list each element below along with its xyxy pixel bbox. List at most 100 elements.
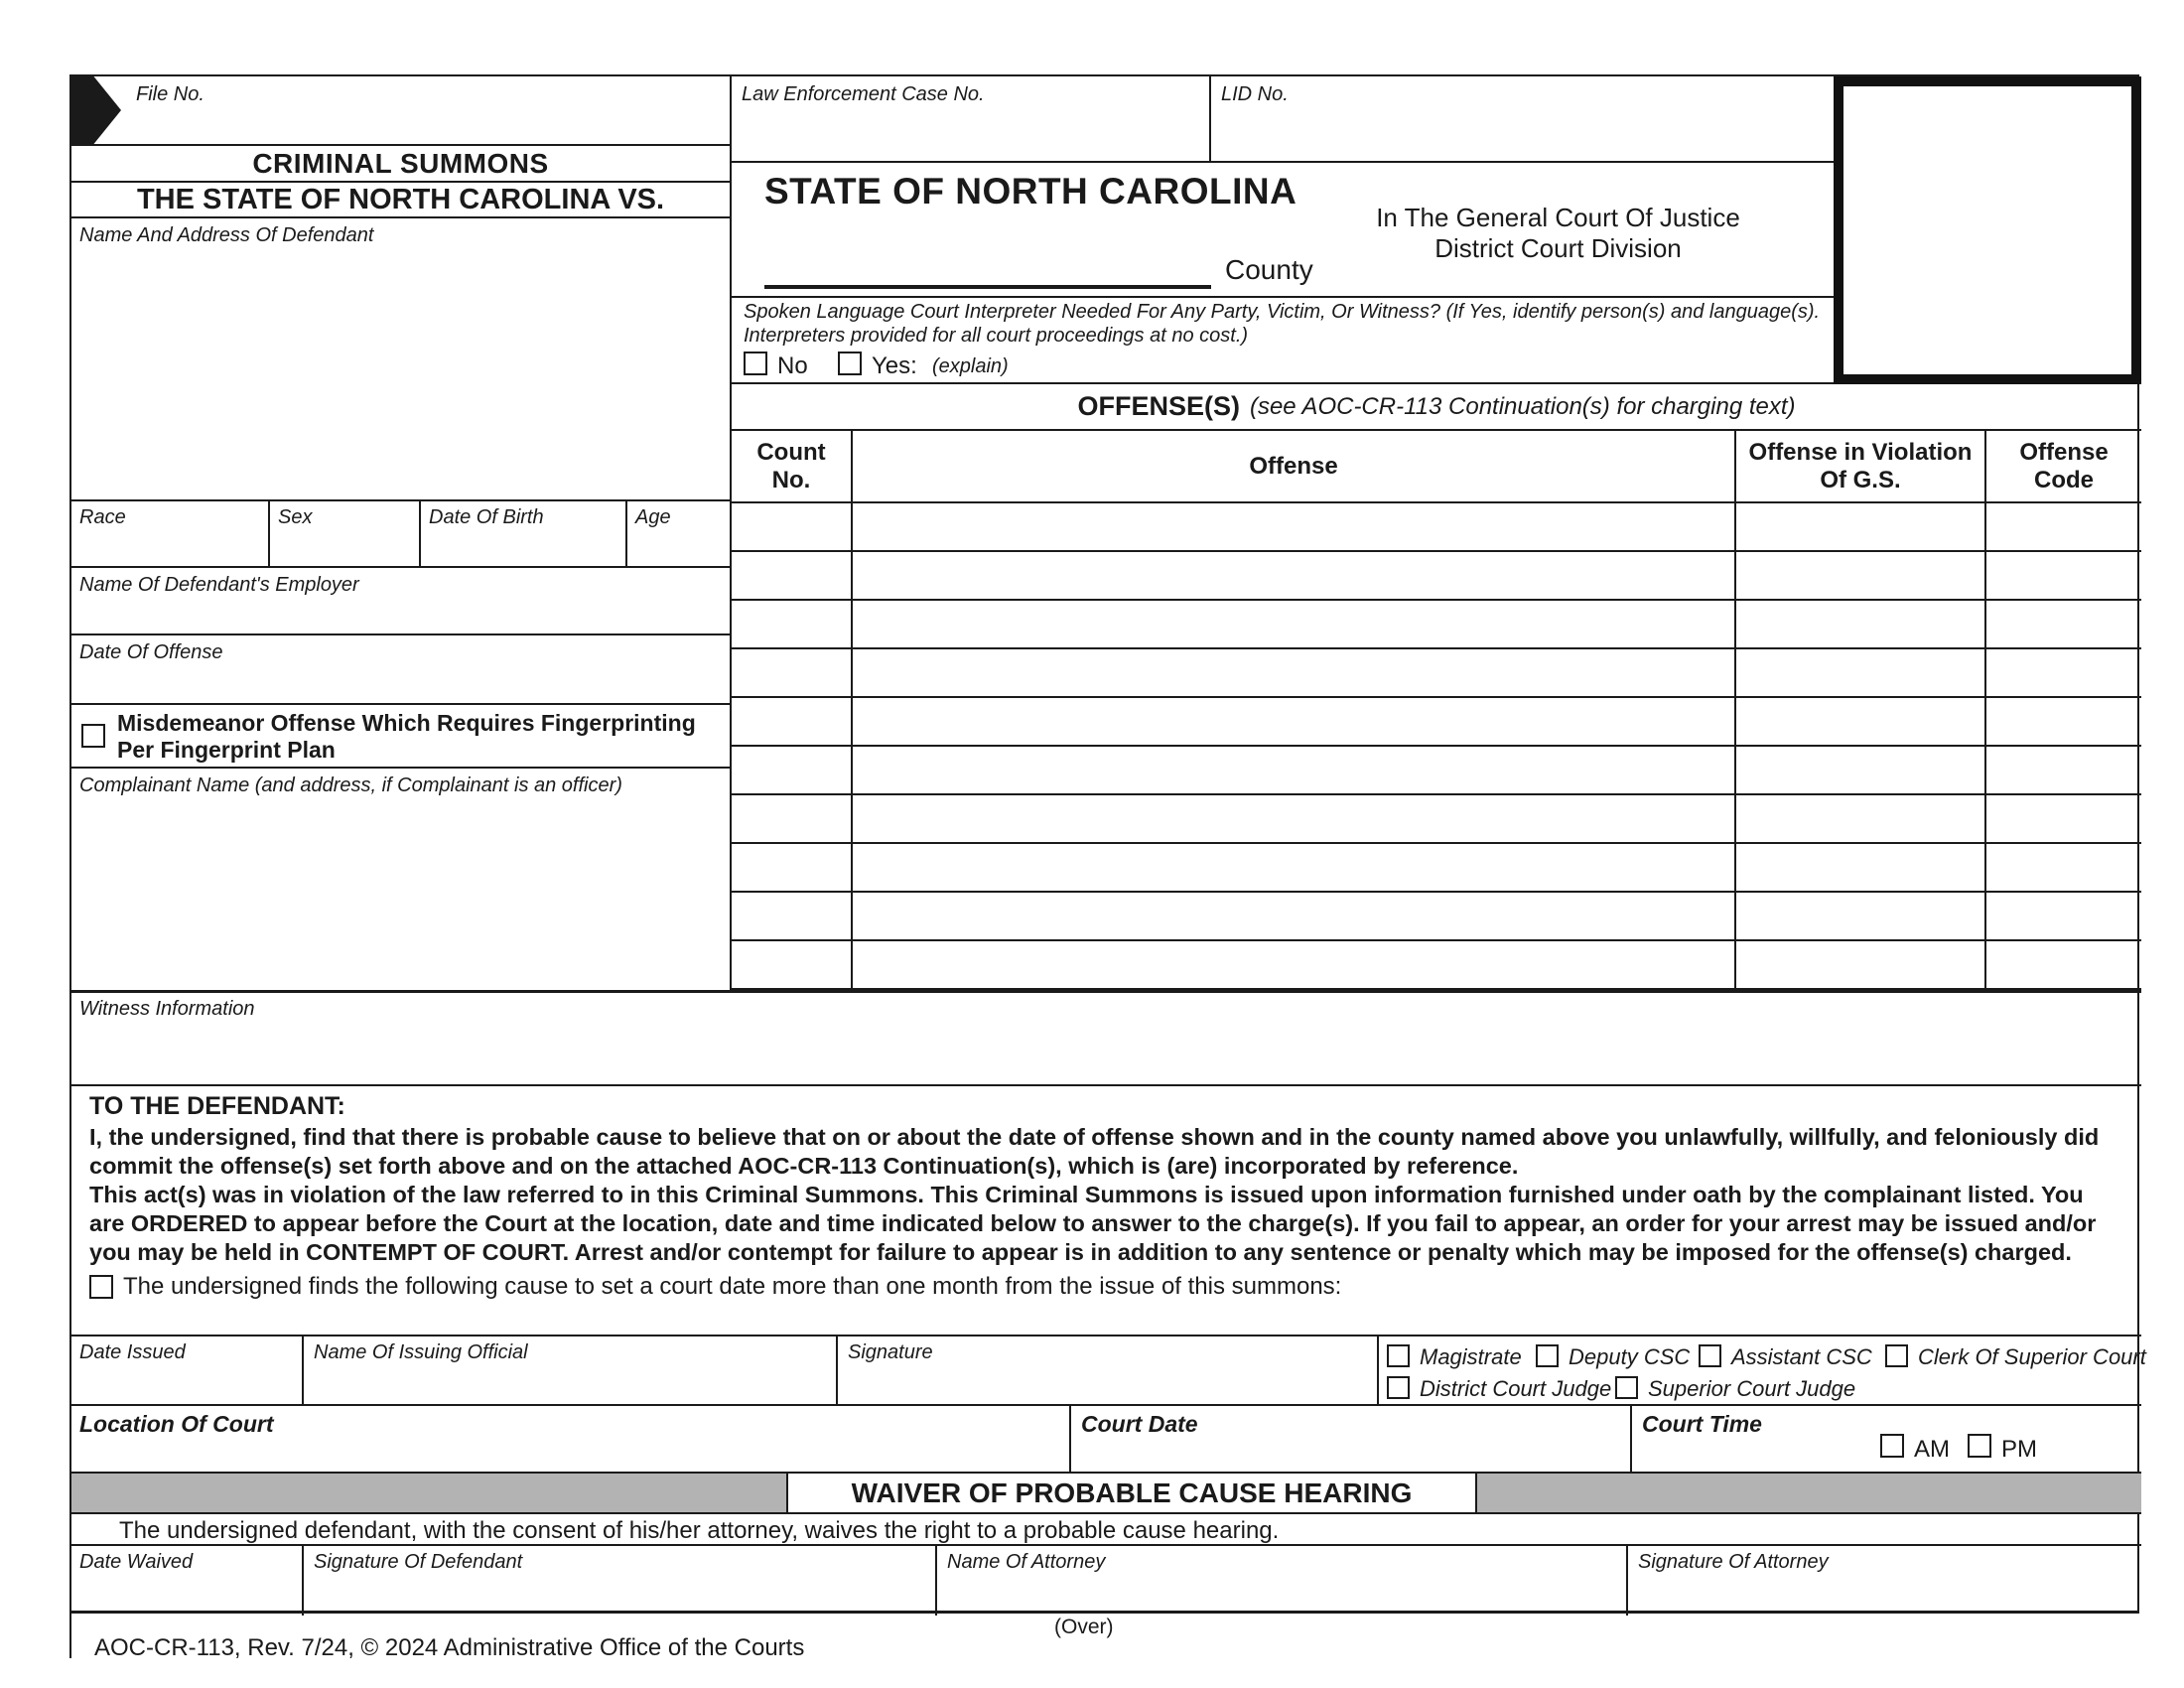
county-input-line[interactable] — [764, 285, 1211, 289]
clerk-of-superior-court-checkbox[interactable] — [1885, 1344, 1908, 1367]
offense-cell-gs[interactable] — [1734, 698, 1984, 745]
lid-field[interactable]: LID No. — [1211, 76, 1834, 163]
offense-cell-text[interactable] — [851, 698, 1734, 745]
col-count-header: Count No. — [756, 438, 826, 493]
offense-cell-text[interactable] — [851, 893, 1734, 939]
employer-field[interactable]: Name Of Defendant's Employer — [71, 568, 732, 635]
offense-cell-code[interactable] — [1984, 552, 2141, 599]
offense-cell-gs[interactable] — [1734, 893, 1984, 939]
fingerprint-label: Misdemeanor Offense Which Requires Finge… — [117, 710, 696, 763]
superior-court-judge-checkbox[interactable] — [1615, 1376, 1638, 1399]
assistant-csc-checkbox[interactable] — [1699, 1344, 1721, 1367]
issuing-official-field[interactable]: Name Of Issuing Official — [302, 1336, 836, 1404]
waiver-title-box: WAIVER OF PROBABLE CAUSE HEARING — [786, 1474, 1477, 1512]
offense-cell-code[interactable] — [1984, 941, 2141, 988]
pm-checkbox[interactable] — [1968, 1434, 1991, 1458]
date-issued-field[interactable]: Date Issued — [71, 1336, 302, 1404]
am-checkbox[interactable] — [1880, 1434, 1904, 1458]
official-type-options: Magistrate Deputy CSC Assistant CSC Clerk O… — [1377, 1336, 2146, 1404]
offense-cell-gs[interactable] — [1734, 747, 1984, 793]
age-field[interactable]: Age — [625, 501, 732, 566]
offense-cell-code[interactable] — [1984, 747, 2141, 793]
offenses-title-row: OFFENSE(S) (see AOC-CR-113 Continuation(… — [732, 384, 2141, 431]
offense-cell-code[interactable] — [1984, 795, 2141, 842]
issuing-official-label: Name Of Issuing Official — [314, 1341, 528, 1363]
defendant-address-label: Name And Address Of Defendant — [79, 224, 374, 246]
offense-table-row — [732, 503, 2141, 552]
offense-cell-count[interactable] — [732, 941, 851, 988]
dob-field[interactable]: Date Of Birth — [419, 501, 625, 566]
offense-cell-text[interactable] — [851, 844, 1734, 891]
interpreter-no-checkbox[interactable] — [744, 352, 767, 375]
offense-cell-text[interactable] — [851, 941, 1734, 988]
offense-cell-code[interactable] — [1984, 503, 2141, 550]
offense-cell-text[interactable] — [851, 552, 1734, 599]
offense-cell-count[interactable] — [732, 795, 851, 842]
defendant-signature-field[interactable]: Signature Of Defendant — [302, 1546, 935, 1616]
to-defendant-heading: TO THE DEFENDANT: — [89, 1092, 345, 1120]
law-case-field[interactable]: Law Enforcement Case No. — [732, 76, 1211, 163]
court-date-cause-checkbox[interactable] — [89, 1275, 113, 1299]
offense-cell-text[interactable] — [851, 795, 1734, 842]
attorney-name-field[interactable]: Name Of Attorney — [935, 1546, 1626, 1616]
offense-cell-gs[interactable] — [1734, 795, 1984, 842]
offense-cell-text[interactable] — [851, 601, 1734, 647]
complainant-field[interactable]: Complainant Name (and address, if Compla… — [71, 769, 732, 990]
offense-cell-count[interactable] — [732, 747, 851, 793]
court-date-field[interactable]: Court Date — [1069, 1406, 1630, 1472]
official-type-row1: Magistrate Deputy CSC Assistant CSC Clerk O… — [1379, 1344, 2146, 1370]
offense-cell-code[interactable] — [1984, 649, 2141, 696]
offense-table-row — [732, 649, 2141, 698]
offense-cell-gs[interactable] — [1734, 649, 1984, 696]
offense-cell-code[interactable] — [1984, 698, 2141, 745]
witness-field[interactable]: Witness Information — [71, 990, 2141, 1084]
date-waived-field[interactable]: Date Waived — [71, 1546, 302, 1616]
interpreter-no-label: No — [777, 352, 808, 379]
offense-cell-gs[interactable] — [1734, 844, 1984, 891]
state-header: STATE OF NORTH CAROLINA County In The Ge… — [732, 163, 1834, 298]
form-body: File No. CRIMINAL SUMMONS THE STATE OF N… — [69, 74, 2146, 1616]
offense-cell-gs[interactable] — [1734, 503, 1984, 550]
offense-cell-count[interactable] — [732, 893, 851, 939]
form-id-footer: AOC-CR-113, Rev. 7/24, © 2024 Administra… — [94, 1634, 805, 1661]
fingerprint-checkbox[interactable] — [81, 724, 105, 748]
offense-cell-code[interactable] — [1984, 601, 2141, 647]
offense-cell-text[interactable] — [851, 649, 1734, 696]
race-field[interactable]: Race — [71, 501, 268, 566]
sex-field[interactable]: Sex — [268, 501, 419, 566]
magistrate-checkbox[interactable] — [1387, 1344, 1410, 1367]
deputy-csc-checkbox[interactable] — [1536, 1344, 1559, 1367]
complainant-label: Complainant Name (and address, if Compla… — [79, 774, 622, 796]
offense-cell-count[interactable] — [732, 601, 851, 647]
interpreter-yes-checkbox[interactable] — [838, 352, 862, 375]
offense-cell-text[interactable] — [851, 747, 1734, 793]
court-location-field[interactable]: Location Of Court — [71, 1406, 1069, 1472]
interpreter-yes-label: Yes: — [872, 352, 917, 379]
race-label: Race — [79, 506, 126, 528]
offense-cell-count[interactable] — [732, 503, 851, 550]
offense-cell-code[interactable] — [1984, 893, 2141, 939]
signature-field[interactable]: Signature — [836, 1336, 1377, 1404]
form-subtitle: THE STATE OF NORTH CAROLINA VS. — [136, 183, 665, 215]
date-issued-label: Date Issued — [79, 1341, 186, 1363]
attorney-name-label: Name Of Attorney — [947, 1551, 1106, 1573]
official-option-label: Superior Court Judge — [1648, 1376, 1856, 1401]
court-time-field[interactable]: Court Time AM PM — [1630, 1406, 2141, 1472]
offense-table-row — [732, 601, 2141, 649]
offense-cell-count[interactable] — [732, 552, 851, 599]
offense-cell-gs[interactable] — [1734, 941, 1984, 988]
defendant-address-field[interactable]: Name And Address Of Defendant — [71, 218, 732, 501]
district-court-judge-checkbox[interactable] — [1387, 1376, 1410, 1399]
offense-cell-code[interactable] — [1984, 844, 2141, 891]
offense-cell-gs[interactable] — [1734, 552, 1984, 599]
offense-cell-text[interactable] — [851, 503, 1734, 550]
offense-cell-count[interactable] — [732, 649, 851, 696]
offense-cell-gs[interactable] — [1734, 601, 1984, 647]
offense-table-row — [732, 747, 2141, 795]
attorney-signature-field[interactable]: Signature Of Attorney — [1626, 1546, 2141, 1616]
file-no-field[interactable]: File No. — [71, 76, 732, 146]
offense-cell-count[interactable] — [732, 698, 851, 745]
date-of-offense-field[interactable]: Date Of Offense — [71, 635, 732, 705]
offense-cell-count[interactable] — [732, 844, 851, 891]
